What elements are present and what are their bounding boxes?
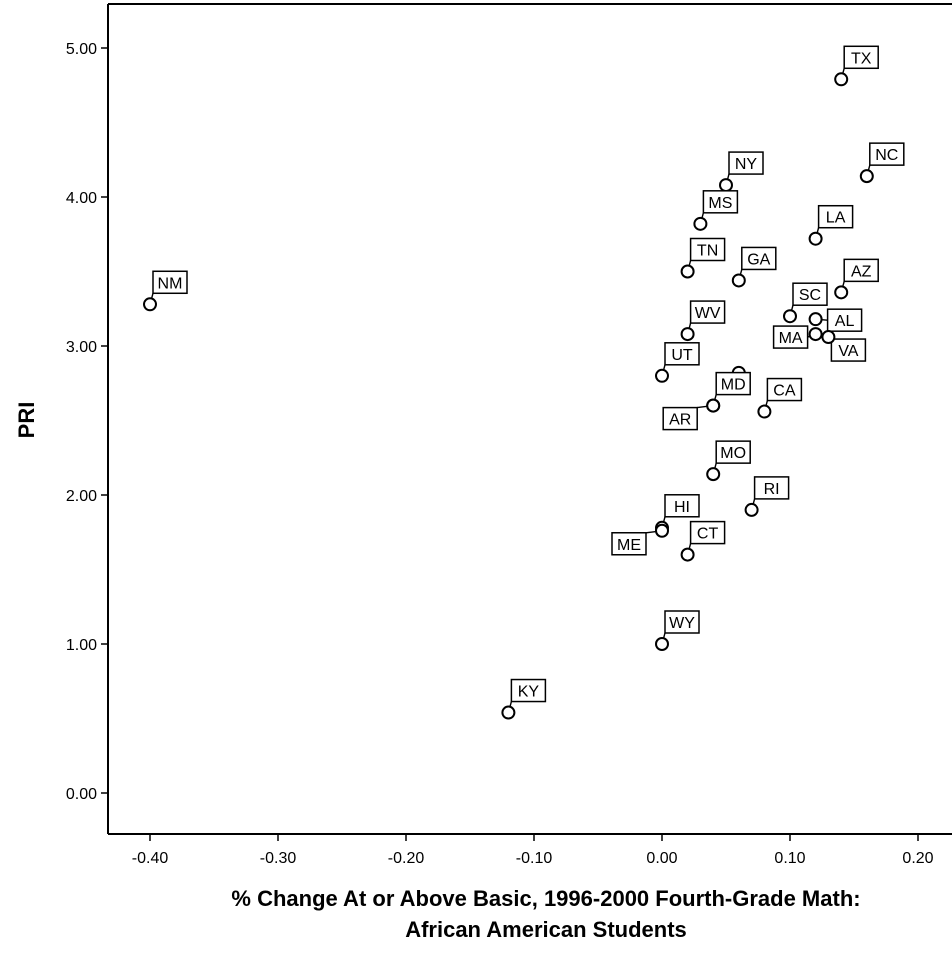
- point-label: CA: [773, 383, 796, 400]
- y-tick-label: 3.00: [66, 339, 97, 356]
- data-point: [655, 368, 669, 383]
- data-point: [808, 327, 823, 342]
- point-label: LA: [826, 210, 846, 227]
- data-point: [719, 178, 733, 193]
- x-tick-label: 0.00: [646, 850, 677, 867]
- data-point: [834, 285, 849, 300]
- data-point: [680, 264, 695, 279]
- data-point: [783, 309, 797, 324]
- point-label-box: [830, 338, 867, 362]
- point-label: AR: [669, 412, 691, 429]
- point-label-box: [728, 151, 764, 175]
- x-tick-label: -0.10: [516, 850, 553, 867]
- y-tick-label: 2.00: [66, 488, 97, 505]
- y-tick-label: 5.00: [66, 41, 97, 58]
- x-tick-label: -0.30: [260, 850, 297, 867]
- point-label-box: [689, 237, 726, 262]
- point-label: SC: [799, 287, 821, 304]
- x-axis-title-line1: % Change At or Above Basic, 1996-2000 Fo…: [231, 886, 860, 911]
- point-label: KY: [518, 684, 540, 701]
- plot-frame: [107, 3, 952, 835]
- data-point: [808, 231, 823, 246]
- point-label-box: [689, 300, 726, 324]
- point-label-box: [664, 610, 700, 634]
- point-label: MA: [779, 330, 803, 347]
- y-tick-label: 1.00: [66, 637, 97, 654]
- data-point: [821, 330, 836, 345]
- point-label: NY: [735, 156, 758, 173]
- point-label-box: [664, 342, 700, 366]
- data-point: [706, 398, 721, 413]
- data-point: [744, 502, 759, 517]
- point-label-box: [792, 282, 828, 306]
- data-point: [834, 72, 849, 87]
- point-label-box: [766, 377, 803, 402]
- point-label: VA: [838, 343, 858, 360]
- data-point: [757, 404, 772, 419]
- point-label: CT: [697, 526, 719, 543]
- point-label-box: [702, 190, 739, 214]
- data-point: [731, 273, 746, 288]
- data-point: [859, 169, 874, 184]
- y-axis: 0.00 1.00 2.00 3.00 4.00 5.00: [66, 41, 108, 803]
- point-label: MS: [708, 195, 732, 212]
- point-label: ME: [617, 537, 641, 554]
- point-label: MO: [720, 445, 746, 462]
- point-label: HI: [674, 499, 690, 516]
- data-point: [706, 467, 721, 482]
- point-label: TX: [851, 50, 872, 67]
- x-tick-label: -0.40: [132, 850, 169, 867]
- point-label-box: [753, 476, 790, 500]
- point-label: NC: [875, 147, 898, 164]
- point-label-box: [869, 142, 905, 166]
- x-tick-label: 0.20: [902, 850, 933, 867]
- point-label-box: [741, 246, 777, 271]
- data-points: TX NC NY MS LA TN GA AZ NM SC AL WV MA VA UT MD AR CA MO RI…: [143, 45, 905, 720]
- y-tick-label: 4.00: [66, 190, 97, 207]
- point-label-box: [664, 494, 700, 518]
- point-label-box: [715, 440, 751, 464]
- point-label: GA: [747, 251, 770, 268]
- data-point: [501, 705, 516, 720]
- point-label-box: [817, 204, 854, 229]
- point-label: TN: [697, 243, 718, 260]
- point-label-box: [689, 520, 726, 545]
- point-label: RI: [764, 481, 780, 498]
- x-axis-title-line2: African American Students: [405, 917, 687, 942]
- data-point: [143, 297, 157, 312]
- data-point: [655, 523, 669, 538]
- point-label: NM: [158, 275, 183, 292]
- data-point: [655, 637, 669, 651]
- point-label-box: [152, 270, 188, 295]
- point-label: AZ: [851, 263, 872, 280]
- point-label: MD: [721, 377, 746, 394]
- data-point: [680, 327, 695, 342]
- point-label: WV: [695, 305, 721, 322]
- point-label: AL: [835, 313, 855, 330]
- x-tick-label: -0.20: [388, 850, 425, 867]
- point-label-box: [826, 308, 863, 332]
- point-label-box: [772, 325, 809, 349]
- point-label-box: [843, 258, 879, 283]
- y-axis-title: PRI: [14, 402, 39, 439]
- x-axis: -0.40 -0.30 -0.20 -0.10 0.00 0.10 0.20: [132, 834, 934, 867]
- point-label-box: [715, 371, 751, 396]
- point-label: UT: [671, 347, 693, 364]
- data-point: [808, 312, 823, 327]
- point-label: WY: [669, 615, 695, 632]
- point-label-box: [510, 678, 547, 703]
- x-tick-label: 0.10: [774, 850, 805, 867]
- point-label-box: [843, 45, 879, 70]
- y-tick-label: 0.00: [66, 786, 97, 803]
- data-point: [680, 547, 695, 562]
- point-label-box: [662, 406, 698, 431]
- data-point: [693, 216, 708, 231]
- point-label-box: [611, 532, 647, 556]
